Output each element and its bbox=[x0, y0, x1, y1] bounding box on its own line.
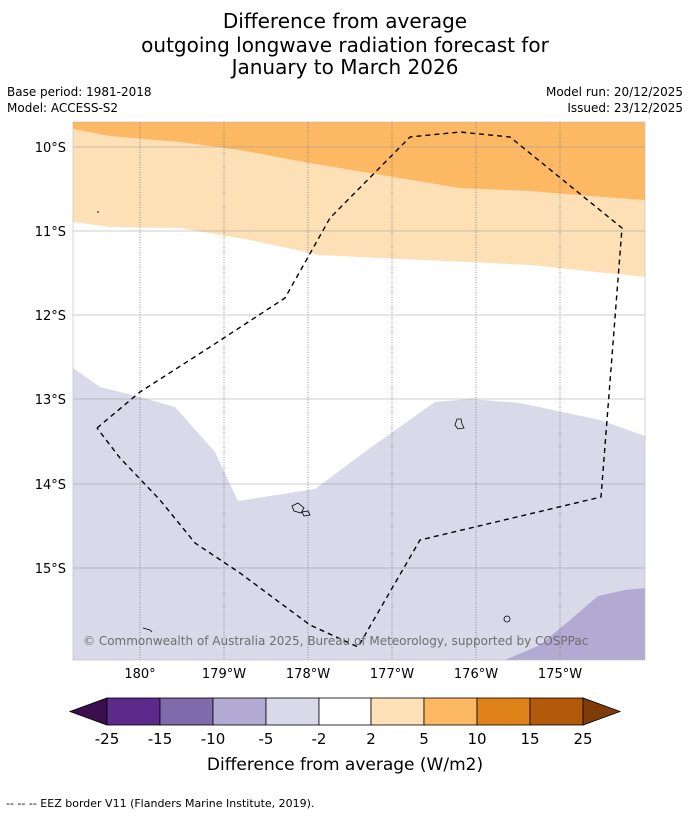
island-rotuma bbox=[142, 627, 153, 633]
colorbar-tick-labels: -25 -15 -10 -5 -2 2 5 10 15 25 bbox=[95, 730, 593, 748]
lon-label: 176°W bbox=[454, 667, 498, 682]
lon-label: 177°W bbox=[370, 667, 414, 682]
model-name: Model: ACCESS-S2 bbox=[7, 101, 119, 115]
island-futuna bbox=[301, 510, 311, 517]
anomaly-region-minus-10-to-minus-5 bbox=[505, 588, 645, 660]
lat-label: 15°S bbox=[35, 562, 66, 577]
colorbar-bin bbox=[212, 697, 267, 726]
lon-label: 180° bbox=[124, 667, 155, 682]
colorbar-extend-low bbox=[68, 697, 108, 726]
lat-label: 13°S bbox=[35, 393, 66, 408]
colorbar-bin bbox=[159, 697, 214, 726]
island-small-east bbox=[503, 615, 511, 623]
eez-border bbox=[96, 131, 623, 648]
colorbar-tick: 5 bbox=[419, 730, 429, 748]
lat-label: 11°S bbox=[35, 225, 66, 240]
colorbar-tick: -10 bbox=[201, 730, 226, 748]
island-tokelau bbox=[454, 418, 465, 430]
colorbar-bin bbox=[476, 697, 531, 726]
title-line-2: outgoing longwave radiation forecast for bbox=[141, 33, 549, 57]
colorbar-tick: -2 bbox=[312, 730, 327, 748]
colorbar-label: Difference from average (W/m2) bbox=[207, 755, 483, 775]
title-line-1: Difference from average bbox=[222, 9, 468, 33]
colorbar-tick: -25 bbox=[95, 730, 120, 748]
anomaly-region-5-to-10 bbox=[73, 122, 645, 200]
base-period: Base period: 1981-2018 bbox=[7, 85, 152, 99]
lon-label: 178°W bbox=[286, 667, 330, 682]
colorbar-extend-high bbox=[582, 697, 622, 726]
colorbar-tick: -5 bbox=[259, 730, 274, 748]
lon-label: 179°W bbox=[202, 667, 246, 682]
colorbar-tick: 15 bbox=[520, 730, 539, 748]
colorbar-bin bbox=[423, 697, 478, 726]
colorbar-tick: 10 bbox=[467, 730, 486, 748]
island-wallis bbox=[291, 502, 305, 514]
colorbar bbox=[68, 697, 622, 726]
latitude-gridlines bbox=[73, 146, 645, 569]
island-tiny-north bbox=[97, 211, 99, 213]
colorbar-bin bbox=[106, 697, 161, 726]
colorbar-tick: -15 bbox=[148, 730, 173, 748]
colorbar-bin bbox=[318, 697, 372, 726]
lat-label: 14°S bbox=[35, 478, 66, 493]
colorbar-tick: 25 bbox=[573, 730, 592, 748]
lon-label: 175°W bbox=[538, 667, 582, 682]
anomaly-region-minus-5-to-minus-2 bbox=[73, 368, 645, 660]
colorbar-bin bbox=[370, 697, 425, 726]
issued-date: Issued: 23/12/2025 bbox=[567, 101, 683, 115]
longitude-gridlines bbox=[139, 122, 561, 660]
lat-label: 12°S bbox=[35, 309, 66, 324]
model-run: Model run: 20/12/2025 bbox=[545, 85, 683, 99]
colorbar-bin bbox=[265, 697, 320, 726]
eez-legend: -- -- -- EEZ border V11 (Flanders Marine… bbox=[6, 797, 315, 810]
title-line-3: January to March 2026 bbox=[231, 55, 459, 79]
map-frame bbox=[72, 121, 646, 661]
colorbar-tick: 2 bbox=[366, 730, 376, 748]
map-area: © Commonwealth of Australia 2025, Bureau… bbox=[73, 122, 645, 660]
colorbar-bin bbox=[529, 697, 584, 726]
copyright-notice: © Commonwealth of Australia 2025, Bureau… bbox=[83, 634, 588, 648]
longitude-labels: 180° 179°W 178°W 177°W 176°W 175°W bbox=[124, 667, 582, 682]
latitude-labels: 10°S 11°S 12°S 13°S 14°S 15°S bbox=[35, 141, 66, 577]
lat-label: 10°S bbox=[35, 141, 66, 156]
